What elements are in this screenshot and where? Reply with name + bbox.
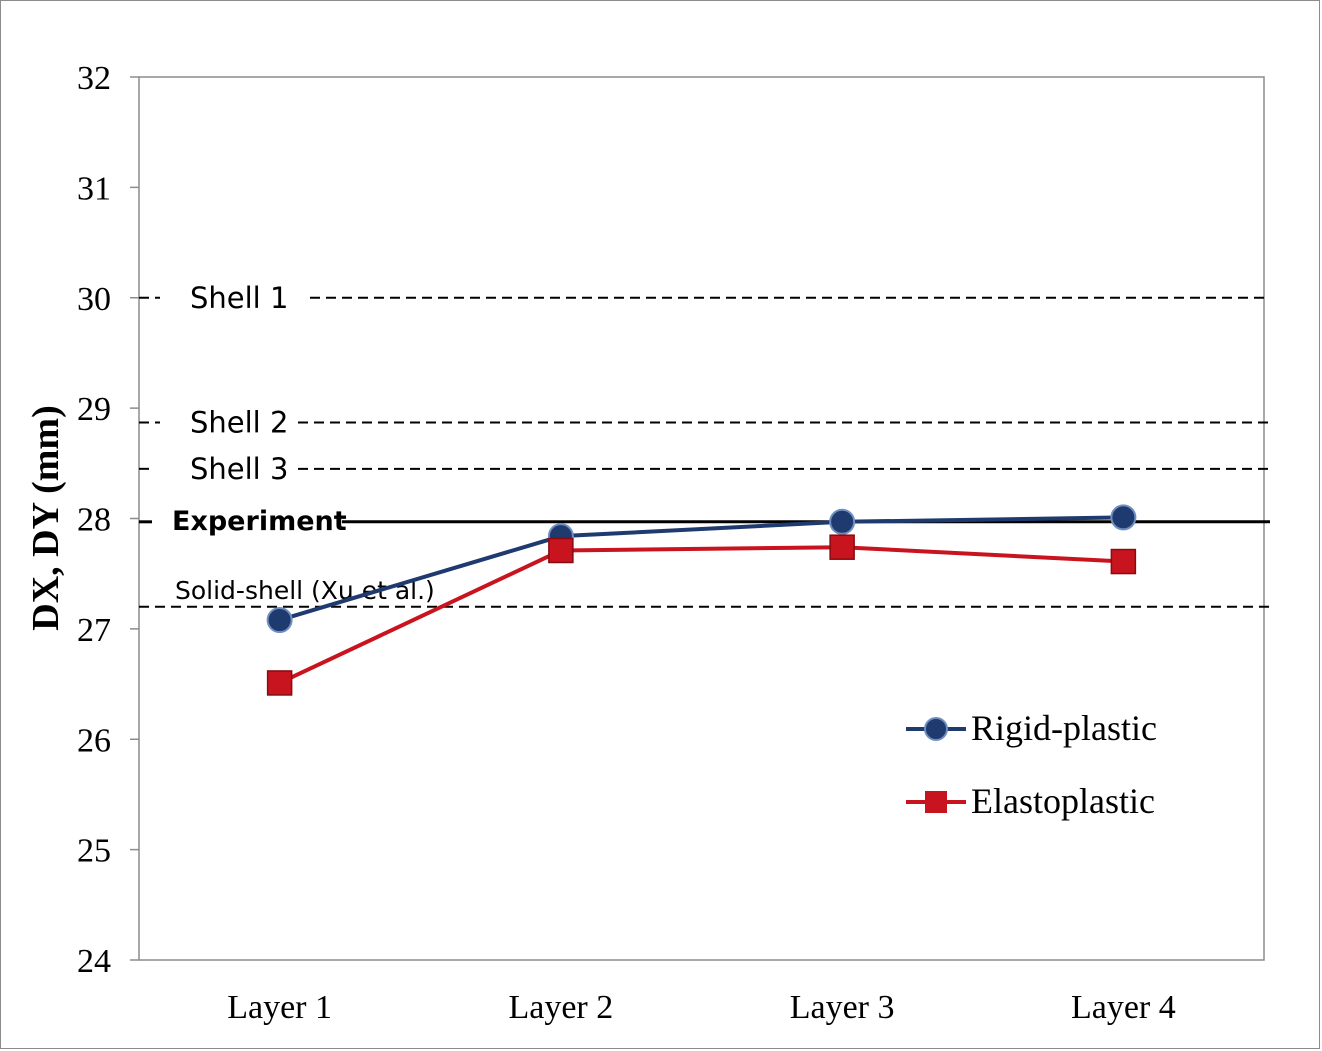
reference-line-label: Shell 3: [190, 452, 288, 486]
x-tick-label: Layer 1: [227, 989, 332, 1026]
legend-label: Elastoplastic: [971, 781, 1155, 821]
data-point: [829, 534, 855, 560]
legend-marker: [925, 791, 947, 813]
y-tick-label: 24: [77, 943, 111, 980]
y-tick-label: 25: [77, 833, 111, 870]
data-point: [829, 508, 856, 535]
legend-marker: [924, 717, 948, 741]
reference-line-label: Shell 1: [190, 281, 288, 315]
y-tick-label: 29: [77, 391, 111, 428]
legend: Rigid-plastic Elastoplastic: [906, 708, 1157, 821]
y-tick-label: 27: [77, 612, 111, 649]
legend-label: Rigid-plastic: [971, 708, 1157, 748]
x-tick-label: Layer 4: [1071, 989, 1176, 1026]
x-tick-label: Layer 3: [790, 989, 895, 1026]
data-point: [1110, 504, 1137, 531]
y-tick-label: 31: [77, 170, 111, 207]
series-line: [278, 545, 1124, 685]
x-tick-label: Layer 2: [508, 989, 613, 1026]
y-tick-label: 26: [77, 722, 111, 759]
y-tick-label: 28: [77, 502, 111, 539]
series-line: [279, 515, 1124, 622]
y-axis-label: DX, DY (mm): [25, 405, 67, 630]
reference-line-label: Experiment: [172, 506, 347, 537]
series-group: [266, 504, 1137, 696]
y-tick-label: 30: [77, 281, 111, 318]
data-point: [548, 537, 574, 564]
data-point: [1110, 548, 1137, 575]
data-point: [266, 607, 293, 634]
y-axis: 24 25 26 27 28 29 30 31 32: [77, 60, 139, 980]
x-axis: Layer 1 Layer 2 Layer 3 Layer 4: [227, 989, 1176, 1026]
reference-line-label: Solid-shell (Xu et al.): [175, 576, 435, 605]
data-point: [266, 670, 293, 696]
y-tick-label: 32: [77, 60, 111, 97]
reference-line-label: Shell 2: [190, 405, 288, 439]
